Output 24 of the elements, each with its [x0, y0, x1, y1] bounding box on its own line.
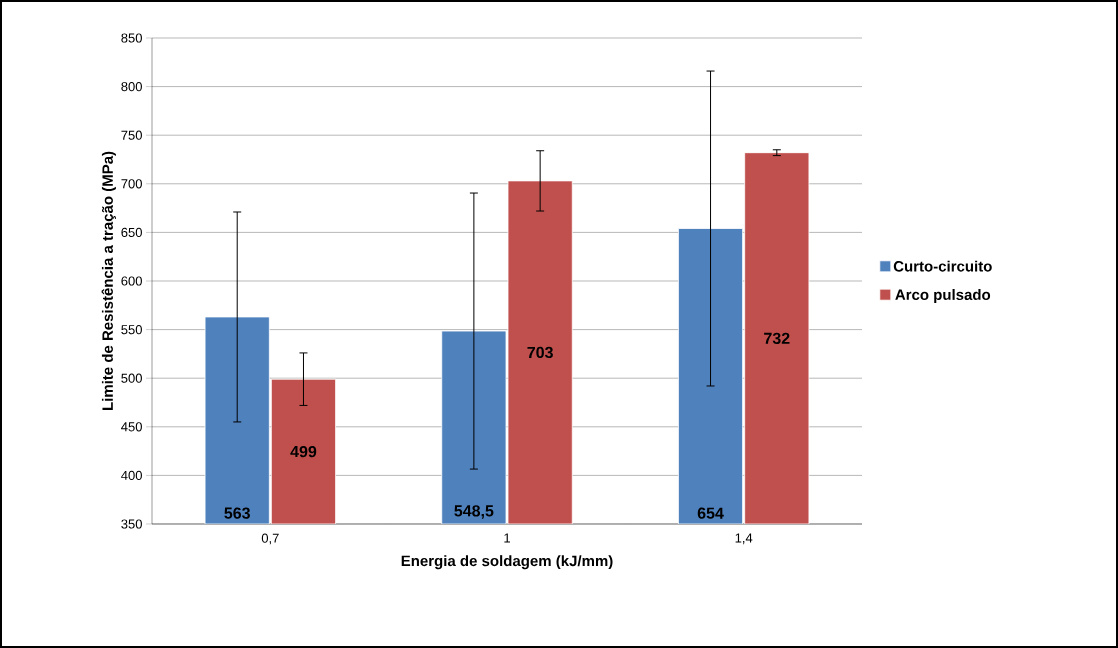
- y-tick-label: 850: [121, 33, 142, 43]
- y-tick-label: 650: [121, 227, 142, 237]
- y-tick-label: 800: [121, 81, 142, 92]
- x-tick-label: 1: [504, 533, 510, 543]
- y-tick-label: 550: [121, 324, 142, 335]
- x-axis-title: Energia de soldagem (kJ/mm): [401, 555, 613, 570]
- y-tick-label: 450: [121, 422, 142, 432]
- x-tick-label: 1,4: [735, 533, 753, 545]
- data-label: 563: [224, 507, 250, 519]
- legend-label: Curto-circuito: [893, 260, 992, 272]
- data-label: 654: [697, 507, 724, 519]
- data-label: 732: [764, 332, 790, 345]
- y-tick-label: 350: [121, 519, 142, 529]
- legend-label: Arco pulsado: [895, 289, 991, 303]
- y-tick-label: 750: [121, 130, 142, 140]
- y-axis-title: Limite de Resistência a tração (MPa): [101, 151, 116, 411]
- y-tick-label: 700: [121, 179, 142, 189]
- data-label: 548,5: [454, 505, 494, 519]
- y-tick-label: 600: [121, 276, 142, 286]
- x-tick-label: 0,7: [261, 533, 279, 545]
- data-label: 703: [527, 346, 553, 359]
- data-label: 499: [290, 445, 317, 458]
- y-tick-label: 500: [121, 373, 142, 383]
- y-tick-label: 400: [121, 470, 142, 480]
